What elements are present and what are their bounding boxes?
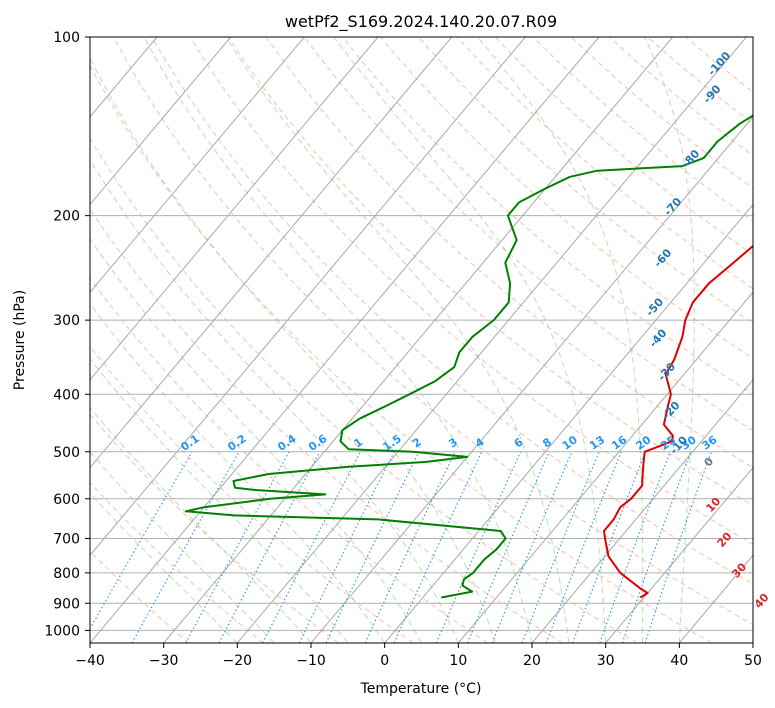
- y-tick-label: 400: [53, 387, 80, 403]
- moist-adiabat: [225, 37, 570, 643]
- mixing-ratio-line: [599, 451, 671, 643]
- isotherm-line: [90, 37, 453, 469]
- dry-adiabat: [113, 37, 753, 626]
- plot-frame: [89, 36, 754, 644]
- dry-adiabat: [90, 277, 488, 643]
- mixing-ratio-line: [325, 451, 420, 643]
- moist-adiabat: [90, 302, 386, 643]
- mixing-ratio-line: [491, 451, 573, 643]
- mixing-ratio-line: [521, 451, 600, 643]
- isotherm-line: [457, 291, 753, 643]
- axes: −40 −30 −20 −10 0 10 20 30 40 50 100 200 300 400 500 60…: [44, 30, 762, 669]
- y-tick-label: 900: [53, 596, 80, 612]
- mixing-ratio-line: [218, 451, 321, 643]
- mixing-ratio-line: [545, 451, 622, 643]
- isotherm-line: [605, 466, 753, 643]
- dry-adiabat: [456, 37, 753, 290]
- dry-adiabat: [265, 37, 753, 469]
- dewpoint-profile-line: [184, 114, 753, 599]
- y-tick-label: 300: [53, 313, 80, 329]
- mixing-ratio-line: [298, 451, 395, 643]
- mixing-ratio-line: [466, 451, 550, 643]
- x-tick-label: 30: [597, 653, 615, 669]
- moist-adiabat: [90, 237, 422, 643]
- y-tick-label: 1000: [44, 623, 80, 639]
- y-tick-label: 500: [53, 445, 80, 461]
- x-tick-label: −40: [75, 653, 105, 669]
- isotherm-line: [90, 37, 600, 643]
- isotherm-line: [90, 37, 305, 293]
- x-tick-label: 40: [670, 653, 688, 669]
- moist-adiabat: [333, 37, 607, 643]
- y-tick-label: 700: [53, 532, 80, 548]
- mixing-ratio-line: [435, 451, 522, 643]
- y-tick-label: 100: [53, 30, 80, 46]
- mixing-ratio-line: [572, 451, 647, 643]
- moist-adiabat: [90, 358, 349, 643]
- x-tick-label: 50: [744, 653, 762, 669]
- isotherm-line: [310, 116, 753, 643]
- dry-adiabat: [90, 413, 339, 643]
- moist-adiabat: [90, 158, 459, 643]
- mixing-ratio-line: [621, 451, 692, 643]
- dry-adiabat: [380, 37, 753, 359]
- isotherm-line: [90, 37, 232, 206]
- x-tick-label: −20: [223, 653, 253, 669]
- x-tick-label: −10: [296, 653, 326, 669]
- mixing-ratio-line: [185, 451, 290, 643]
- y-tick-label: 600: [53, 492, 80, 508]
- isotherm-line: [384, 203, 753, 643]
- x-tick-label: 0: [380, 653, 389, 669]
- series-layer: [184, 114, 753, 599]
- y-tick-label: 800: [53, 566, 80, 582]
- moist-adiabat: [643, 37, 695, 643]
- dry-adiabat: [90, 481, 264, 643]
- dry-adiabat: [342, 37, 753, 395]
- chart-title: wetPf2_S169.2024.140.20.07.R09: [285, 12, 557, 32]
- moist-adiabat: [90, 57, 496, 643]
- x-axis-label: Temperature (°C): [360, 681, 482, 697]
- background-lines: [90, 37, 753, 643]
- dry-adiabat: [227, 37, 753, 507]
- isotherm-line: [90, 37, 379, 381]
- y-axis-label: Pressure (hPa): [12, 290, 28, 390]
- x-tick-label: 10: [449, 653, 467, 669]
- x-tick-label: 20: [523, 653, 541, 669]
- x-tick-label: −30: [149, 653, 179, 669]
- dry-adiabat: [189, 37, 753, 546]
- mixing-ratio-line: [644, 451, 713, 643]
- moist-adiabat: [143, 37, 533, 643]
- dry-adiabat: [151, 37, 753, 585]
- isotherm-line: [236, 37, 747, 643]
- isotherm-line: [163, 37, 674, 643]
- moist-adiabat: [90, 407, 312, 643]
- y-tick-label: 200: [53, 209, 80, 225]
- dry-adiabat: [90, 550, 190, 643]
- mixing-ratio-line: [131, 451, 240, 643]
- temperature-profile-line: [603, 244, 753, 599]
- isotherm-line: [531, 379, 753, 643]
- isotherm-line: [90, 37, 526, 557]
